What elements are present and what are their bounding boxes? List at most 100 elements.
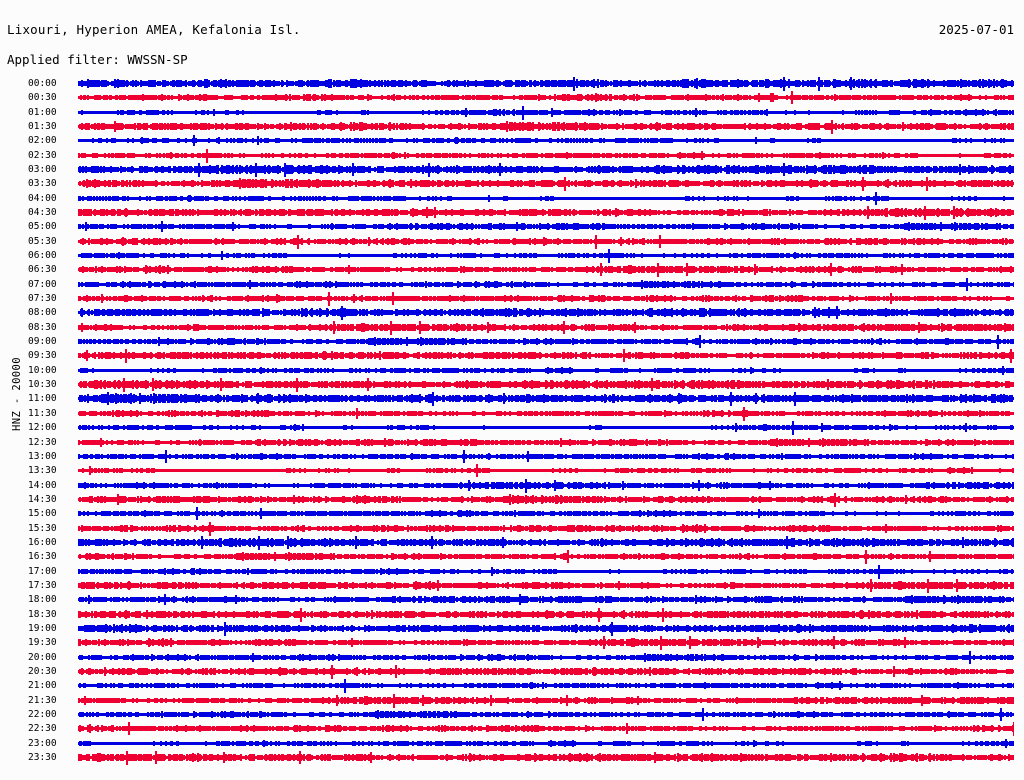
seismic-trace	[78, 490, 1014, 508]
trace-row: 11:00	[0, 390, 1024, 408]
seismic-trace	[78, 132, 1014, 150]
trace-row: 21:00	[0, 677, 1024, 695]
seismic-trace	[78, 75, 1014, 92]
time-label: 18:00	[28, 594, 57, 606]
trace-row: 17:00	[0, 562, 1024, 580]
seismic-trace	[78, 347, 1014, 365]
seismic-trace	[78, 175, 1014, 193]
seismic-trace	[78, 103, 1014, 121]
time-label: 00:30	[28, 92, 57, 104]
trace-row: 05:00	[0, 218, 1024, 236]
time-label: 19:30	[28, 637, 57, 649]
seismic-trace	[78, 505, 1014, 523]
seismic-trace	[78, 404, 1014, 422]
seismic-trace	[78, 433, 1014, 451]
seismic-trace	[78, 361, 1014, 379]
time-label: 03:00	[28, 164, 57, 176]
time-label: 07:30	[28, 293, 57, 305]
time-label: 13:30	[28, 465, 57, 477]
seismic-trace	[78, 447, 1014, 465]
trace-row: 08:00	[0, 304, 1024, 322]
seismic-trace	[78, 648, 1014, 666]
time-label: 06:30	[28, 264, 57, 276]
time-label: 01:30	[28, 121, 57, 133]
time-label: 11:00	[28, 393, 57, 405]
seismic-trace	[78, 748, 1014, 766]
time-label: 12:00	[28, 422, 57, 434]
seismic-trace	[78, 118, 1014, 136]
trace-row: 23:00	[0, 734, 1024, 752]
page-title: Lixouri, Hyperion AMEA, Kefalonia Isl.	[7, 22, 301, 37]
seismic-trace	[78, 691, 1014, 709]
trace-row: 22:30	[0, 720, 1024, 738]
time-label: 14:00	[28, 479, 57, 491]
trace-row: 12:00	[0, 419, 1024, 437]
seismic-trace	[78, 261, 1014, 279]
seismic-trace	[78, 734, 1014, 752]
time-label: 22:30	[28, 723, 57, 735]
trace-row: 05:30	[0, 232, 1024, 250]
trace-row: 00:30	[0, 89, 1024, 107]
trace-row: 16:00	[0, 533, 1024, 551]
time-label: 21:00	[28, 680, 57, 692]
time-label: 09:30	[28, 350, 57, 362]
seismic-trace	[78, 146, 1014, 164]
trace-row: 07:30	[0, 290, 1024, 308]
time-label: 19:00	[28, 622, 57, 634]
time-label: 10:30	[28, 379, 57, 391]
seismic-trace	[78, 290, 1014, 308]
trace-row: 22:00	[0, 705, 1024, 723]
trace-row: 18:00	[0, 591, 1024, 609]
time-label: 17:00	[28, 565, 57, 577]
trace-row: 00:00	[0, 75, 1024, 92]
trace-row: 02:00	[0, 132, 1024, 150]
trace-row: 10:30	[0, 376, 1024, 394]
trace-row: 23:30	[0, 748, 1024, 766]
seismic-trace	[78, 390, 1014, 408]
trace-row: 06:30	[0, 261, 1024, 279]
time-label: 06:00	[28, 250, 57, 262]
trace-row: 10:00	[0, 361, 1024, 379]
trace-row: 08:30	[0, 318, 1024, 336]
trace-row: 02:30	[0, 146, 1024, 164]
time-label: 00:00	[28, 78, 57, 89]
trace-row: 15:00	[0, 505, 1024, 523]
seismic-trace	[78, 304, 1014, 322]
trace-row: 13:30	[0, 462, 1024, 480]
trace-row: 09:30	[0, 347, 1024, 365]
time-label: 10:00	[28, 364, 57, 376]
seismic-trace	[78, 519, 1014, 537]
seismic-trace	[78, 419, 1014, 437]
trace-row: 20:30	[0, 662, 1024, 680]
seismic-trace	[78, 462, 1014, 480]
trace-row: 06:00	[0, 247, 1024, 265]
trace-row: 01:00	[0, 103, 1024, 121]
time-label: 05:00	[28, 221, 57, 233]
trace-row: 04:30	[0, 204, 1024, 222]
seismic-trace	[78, 662, 1014, 680]
seismic-trace	[78, 677, 1014, 695]
time-label: 08:00	[28, 307, 57, 319]
time-label: 21:30	[28, 694, 57, 706]
trace-row: 07:00	[0, 275, 1024, 293]
trace-row: 09:00	[0, 333, 1024, 351]
time-label: 03:30	[28, 178, 57, 190]
seismic-trace	[78, 89, 1014, 107]
seismic-trace	[78, 720, 1014, 738]
seismic-trace	[78, 189, 1014, 207]
seismic-trace	[78, 204, 1014, 222]
seismic-trace	[78, 705, 1014, 723]
time-label: 23:30	[28, 751, 57, 763]
trace-row: 01:30	[0, 118, 1024, 136]
seismic-trace	[78, 247, 1014, 265]
seismic-trace	[78, 318, 1014, 336]
seismic-trace	[78, 333, 1014, 351]
time-label: 05:30	[28, 235, 57, 247]
time-label: 16:00	[28, 536, 57, 548]
time-label: 15:30	[28, 522, 57, 534]
trace-row: 11:30	[0, 404, 1024, 422]
seismic-trace	[78, 218, 1014, 236]
trace-row: 18:30	[0, 605, 1024, 623]
time-label: 16:30	[28, 551, 57, 563]
